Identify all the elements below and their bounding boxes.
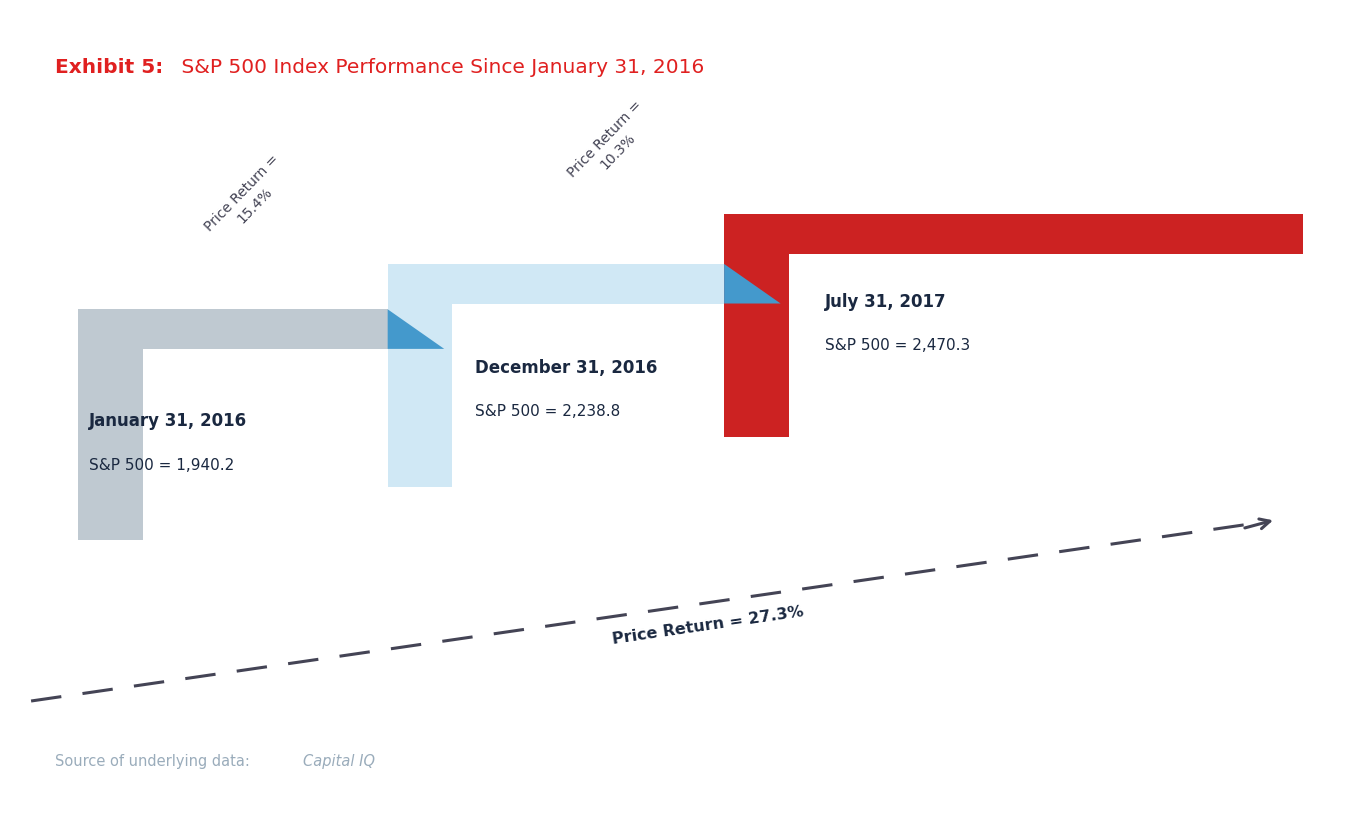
- Text: Exhibit 5:: Exhibit 5:: [56, 57, 164, 77]
- Text: Price Return =
15.4%: Price Return = 15.4%: [202, 152, 295, 247]
- Text: S&P 500 = 2,238.8: S&P 500 = 2,238.8: [475, 404, 620, 419]
- Text: Price Return =
10.3%: Price Return = 10.3%: [565, 98, 658, 192]
- Polygon shape: [724, 214, 1303, 437]
- Polygon shape: [79, 309, 387, 540]
- Text: December 31, 2016: December 31, 2016: [475, 359, 658, 377]
- Text: S&P 500 = 2,470.3: S&P 500 = 2,470.3: [825, 338, 971, 353]
- Text: Source of underlying data:: Source of underlying data:: [56, 755, 255, 770]
- Text: Capital IQ: Capital IQ: [303, 755, 375, 770]
- Polygon shape: [387, 264, 724, 486]
- Polygon shape: [724, 264, 781, 303]
- Text: Price Return = 27.3%: Price Return = 27.3%: [612, 605, 806, 647]
- Text: S&P 500 Index Performance Since January 31, 2016: S&P 500 Index Performance Since January …: [175, 57, 704, 77]
- Text: January 31, 2016: January 31, 2016: [89, 412, 246, 431]
- Text: July 31, 2017: July 31, 2017: [825, 293, 946, 311]
- Text: S&P 500 = 1,940.2: S&P 500 = 1,940.2: [89, 457, 234, 473]
- Polygon shape: [387, 309, 444, 349]
